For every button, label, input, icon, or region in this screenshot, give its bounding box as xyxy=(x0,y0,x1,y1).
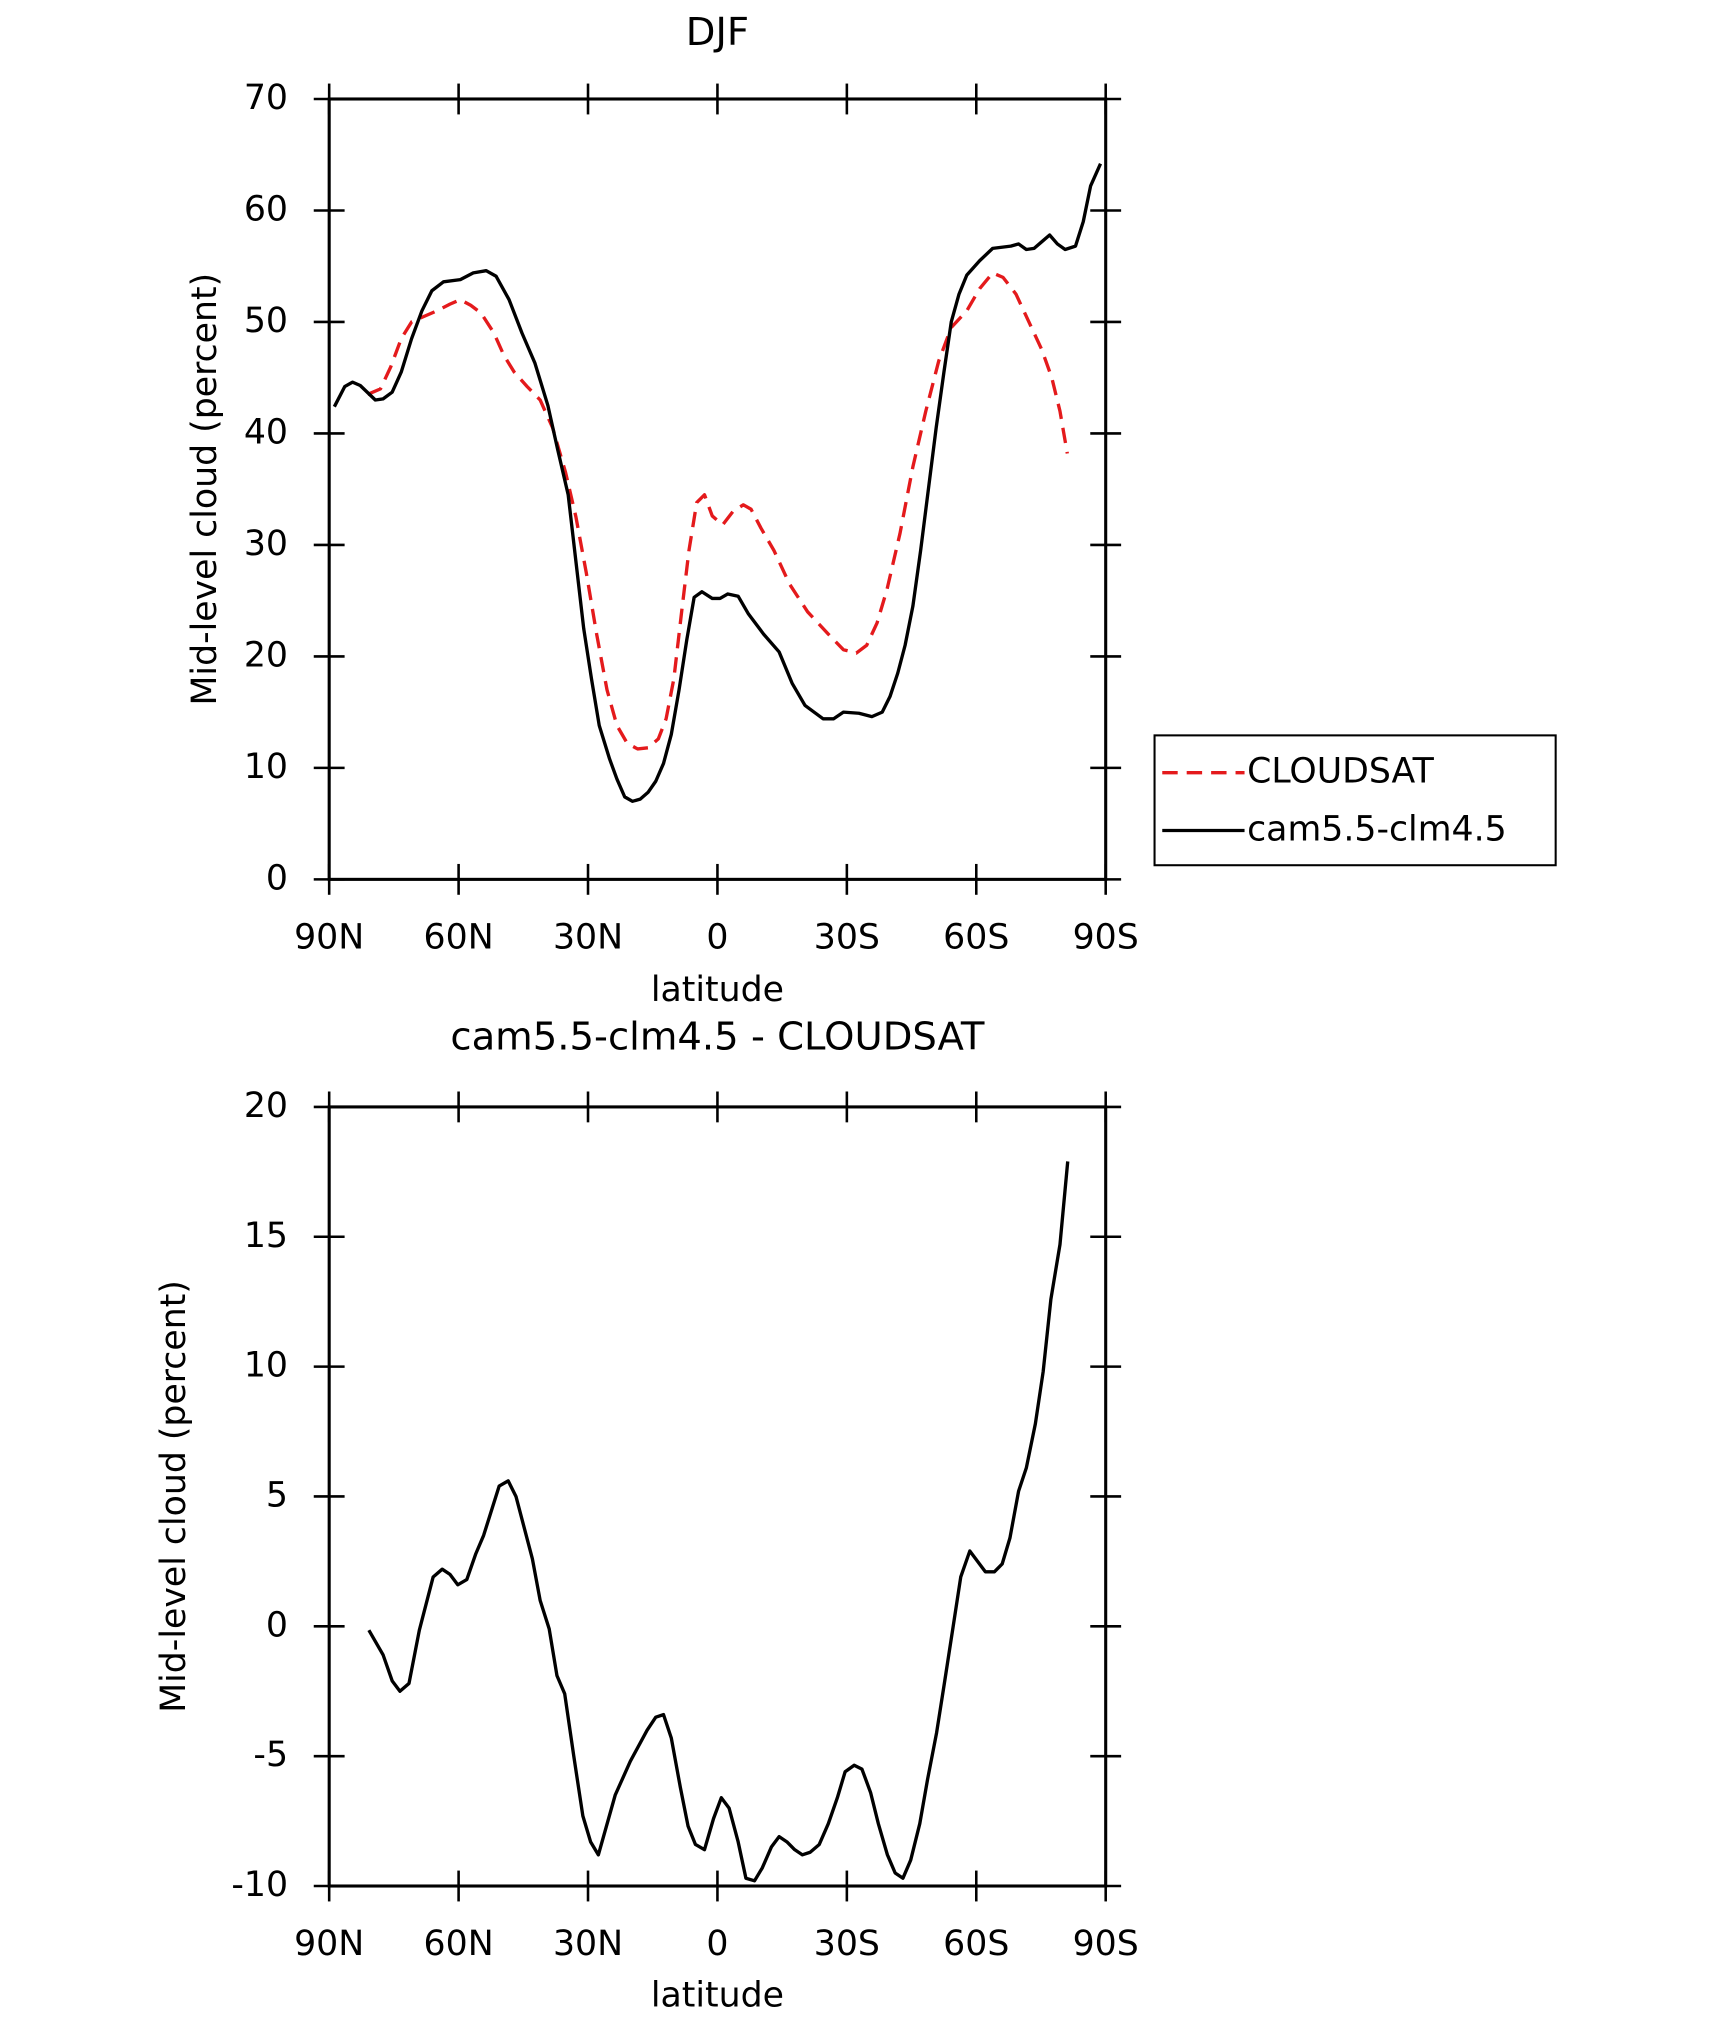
x-tick-label: 90N xyxy=(294,918,364,958)
y-axis-label: Mid-level cloud (percent) xyxy=(154,1280,194,1713)
legend-box xyxy=(1153,734,1557,867)
x-tick-label: 30N xyxy=(553,1924,623,1964)
x-tick-label: 90S xyxy=(1073,918,1139,958)
y-tick-label: 60 xyxy=(244,189,288,229)
x-tick-label: 60S xyxy=(943,918,1009,958)
y-tick-label: 5 xyxy=(266,1475,288,1515)
data-line xyxy=(332,162,1103,804)
y-tick-label: -10 xyxy=(231,1865,288,1905)
x-tick-label: 30S xyxy=(814,1924,880,1964)
plot-frame xyxy=(327,1105,1108,1888)
y-tick-label: 30 xyxy=(244,524,288,564)
x-tick-label: 0 xyxy=(706,918,728,958)
y-tick-label: 20 xyxy=(244,635,288,675)
y-tick-label: 20 xyxy=(244,1086,288,1126)
x-axis-label: latitude xyxy=(651,970,784,1010)
data-line xyxy=(366,271,1069,751)
legend-label: CLOUDSAT xyxy=(1247,752,1434,792)
y-tick-label: 70 xyxy=(244,78,288,118)
y-tick-label: 0 xyxy=(266,1605,288,1645)
y-tick-label: 10 xyxy=(244,747,288,787)
x-axis-label: latitude xyxy=(651,1976,784,2016)
y-tick-label: 10 xyxy=(244,1346,288,1386)
chart-title: cam5.5-clm4.5 - CLOUDSAT xyxy=(450,1014,985,1059)
x-tick-label: 60S xyxy=(943,1924,1009,1964)
x-tick-label: 60N xyxy=(424,918,494,958)
chart-title: DJF xyxy=(686,10,749,55)
x-tick-label: 30S xyxy=(814,918,880,958)
legend-label: cam5.5-clm4.5 xyxy=(1247,810,1507,850)
x-tick-label: 60N xyxy=(424,1924,494,1964)
y-axis-label: Mid-level cloud (percent) xyxy=(185,273,225,706)
y-tick-label: -5 xyxy=(253,1735,288,1775)
y-tick-label: 15 xyxy=(244,1216,288,1256)
y-tick-label: 40 xyxy=(244,412,288,452)
x-tick-label: 90N xyxy=(294,1924,364,1964)
x-tick-label: 0 xyxy=(706,1924,728,1964)
data-line xyxy=(367,1161,1070,1883)
plot-frame xyxy=(327,97,1108,881)
y-tick-label: 50 xyxy=(244,301,288,341)
y-tick-label: 0 xyxy=(266,858,288,898)
x-tick-label: 30N xyxy=(553,918,623,958)
x-tick-label: 90S xyxy=(1073,1924,1139,1964)
